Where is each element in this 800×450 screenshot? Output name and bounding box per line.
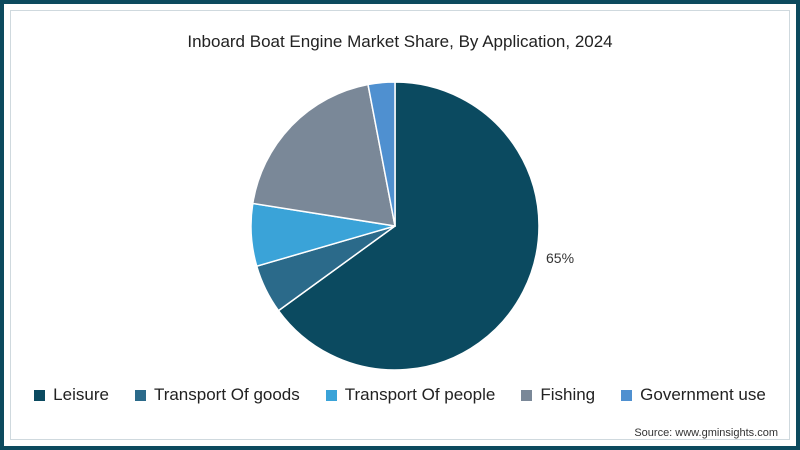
pie-slices: [250, 81, 540, 371]
legend: Leisure Transport Of goods Transport Of …: [0, 385, 800, 405]
pie-slice-government-use: [367, 81, 396, 227]
legend-item-government-use: Government use: [621, 385, 766, 405]
legend-item-transport-of-people: Transport Of people: [325, 385, 496, 405]
legend-item-leisure: Leisure: [34, 385, 109, 405]
legend-swatch-transport-of-goods: [134, 389, 146, 401]
legend-label: Fishing: [540, 385, 596, 404]
chart-frame-inner: [10, 10, 790, 440]
pie-slice-fishing: [251, 83, 396, 227]
legend-label: Government use: [640, 385, 766, 404]
legend-swatch-leisure: [34, 389, 46, 401]
legend-item-transport-of-goods: Transport Of goods: [134, 385, 300, 405]
legend-label: Transport Of goods: [153, 385, 300, 404]
leisure-percent-label: 65%: [546, 250, 575, 266]
legend-swatch-transport-of-people: [325, 389, 337, 401]
legend-swatch-government-use: [621, 389, 633, 401]
legend-label: Transport Of people: [344, 385, 496, 404]
legend-swatch-fishing: [521, 389, 533, 401]
chart-title: Inboard Boat Engine Market Share, By App…: [187, 32, 613, 51]
pie-slice-leisure: [277, 81, 540, 371]
legend-item-fishing: Fishing: [521, 385, 595, 405]
source-note: Source: www.gminsights.com: [634, 427, 778, 439]
legend-label: Leisure: [53, 385, 109, 404]
